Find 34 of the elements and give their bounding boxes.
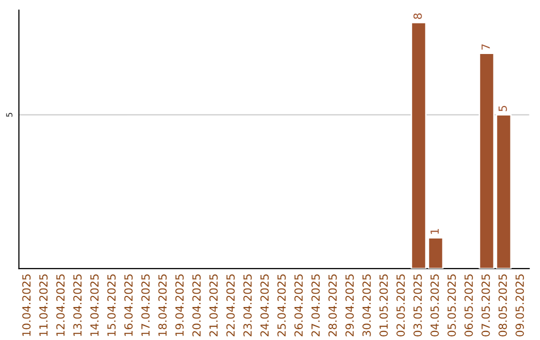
x-tick-label: 08.05.2025 [498,274,507,336]
x-tick-label: 27.04.2025 [311,274,320,336]
x-tick-label: 22.04.2025 [226,274,235,336]
data-label: 8 [413,13,422,19]
x-tick-label: 12.04.2025 [56,274,65,336]
x-tick-label: 10.04.2025 [22,274,31,336]
x-tick-label: 02.05.2025 [396,274,405,336]
x-tick-label: 19.04.2025 [175,274,184,336]
x-tick-label: 11.04.2025 [39,274,48,336]
x-tick-label: 21.04.2025 [209,274,218,336]
x-tick-label: 29.04.2025 [345,274,354,336]
data-label: 5 [498,106,507,112]
x-tick-label: 17.04.2025 [141,274,150,336]
x-tick-label: 01.05.2025 [379,274,388,336]
x-tick-label: 20.04.2025 [192,274,201,336]
x-tick-label: 04.05.2025 [430,274,439,336]
x-tick-label: 26.04.2025 [294,274,303,336]
x-tick-label: 24.04.2025 [260,274,269,336]
x-tick-label: 23.04.2025 [243,274,252,336]
x-tick-label: 09.05.2025 [516,274,524,336]
data-label: 7 [482,44,490,50]
data-label: 1 [430,229,439,234]
x-tick-label: 13.04.2025 [73,274,82,336]
x-tick-label: 28.04.2025 [328,274,337,336]
x-tick-label: 07.05.2025 [481,274,490,336]
x-tick-label: 05.05.2025 [447,274,456,336]
x-tick-label: 16.04.2025 [124,274,133,336]
x-tick-label: 18.04.2025 [158,274,167,336]
x-tick-label: 30.04.2025 [362,274,371,336]
x-tick-label: 14.04.2025 [90,274,99,336]
x-tick-label: 03.05.2025 [413,274,422,336]
x-tick-label: 06.05.2025 [464,274,473,336]
x-tick-label: 25.04.2025 [277,274,286,336]
x-tick-label: 15.04.2025 [107,274,116,336]
